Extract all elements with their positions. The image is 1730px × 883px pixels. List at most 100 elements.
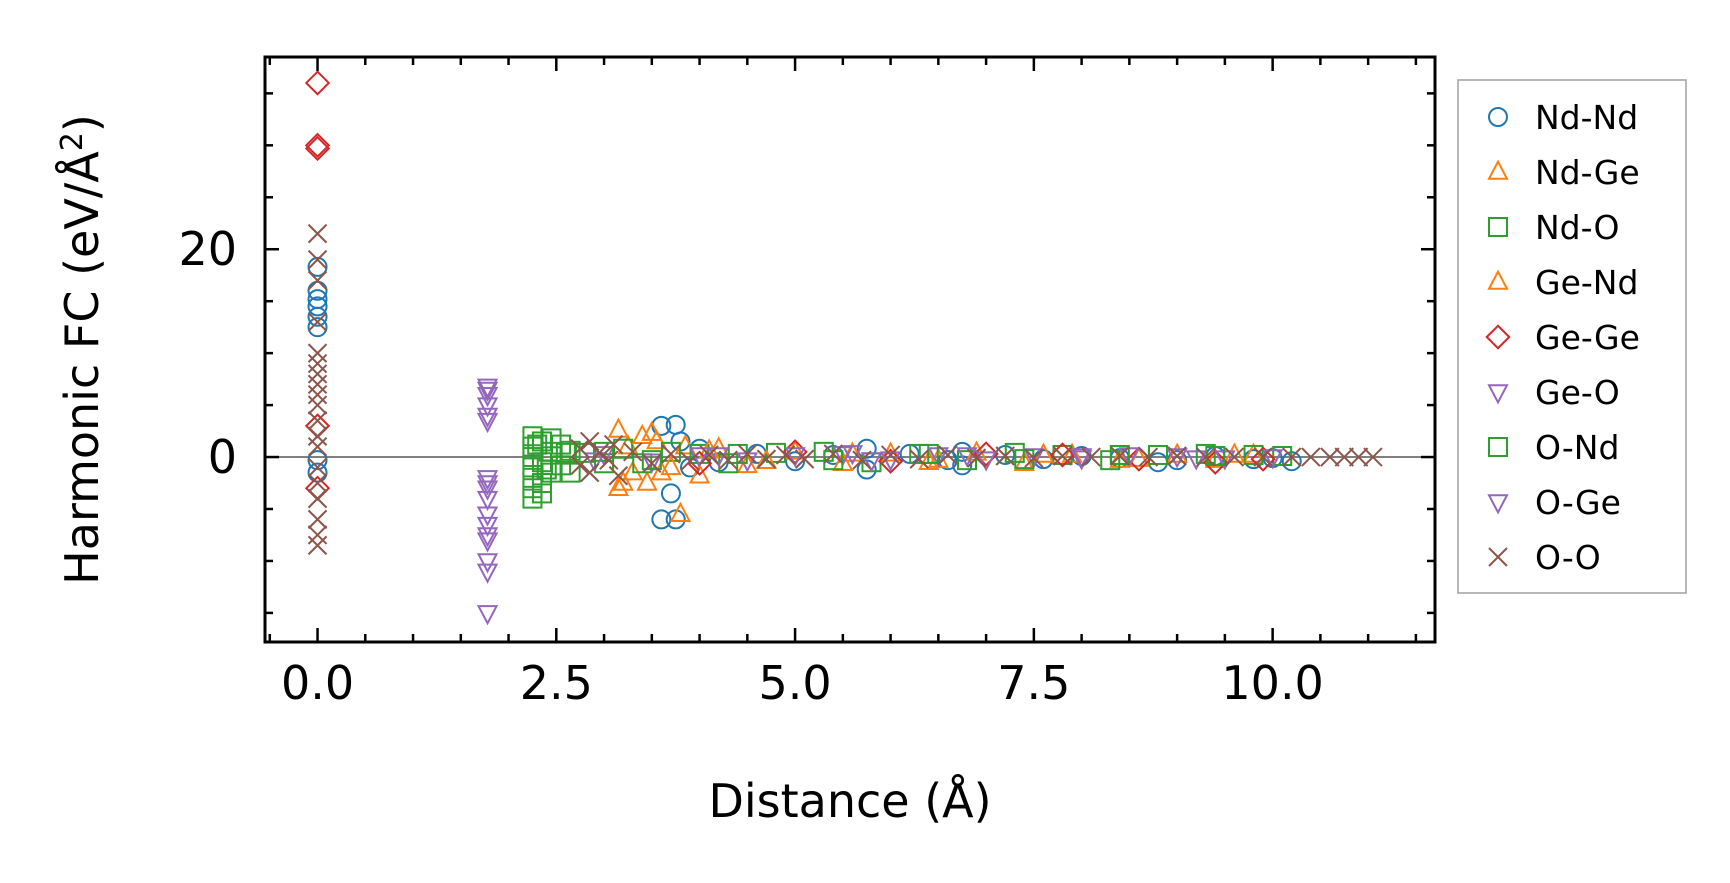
data-point [860,452,883,473]
legend-marker [1485,324,1511,350]
data-point [1196,447,1216,467]
data-point [307,450,328,471]
data-point [688,463,711,484]
data-point [1253,447,1273,467]
data-point [623,442,643,462]
data-point [775,445,796,465]
y-axis-label-main: Harmonic FC (eV/Å [55,151,109,585]
data-point [476,407,499,428]
data-point [660,483,681,504]
data-point [641,453,663,474]
legend-marker [1487,384,1509,405]
legend-marker [1488,107,1508,127]
data-point [570,439,590,459]
data-point [603,434,624,455]
legend-marker [1488,437,1508,457]
data-point [1167,446,1187,466]
data-point [1110,446,1130,466]
data-point [1320,447,1340,467]
data-point [307,249,328,270]
data-point [580,431,600,452]
data-point [794,449,815,469]
legend-marker [1487,269,1509,290]
data-point [784,447,806,468]
data-point [307,256,328,277]
data-point [1081,447,1101,467]
data-point [594,441,615,462]
data-point [1070,448,1093,469]
plot-frame [263,55,1437,644]
legend-label: O-Ge [1535,483,1621,522]
data-point [307,270,328,291]
data-point [612,470,634,491]
data-point [956,447,978,468]
data-point [476,386,499,408]
data-point [909,449,929,469]
data-point [476,527,499,548]
data-point [476,381,499,403]
data-point [580,462,600,483]
data-point [1348,447,1369,467]
data-point [957,450,977,471]
data-point [641,450,662,471]
legend-label: O-Nd [1535,428,1619,467]
legend-marker [1487,494,1509,515]
y-axis-label-tail: ) [55,114,109,132]
data-point [1024,448,1044,468]
data-point [1261,449,1284,470]
legend-label: O-O [1535,538,1601,577]
data-point [651,509,672,530]
data-point [607,417,630,438]
data-point [1363,447,1383,467]
data-point [995,446,1015,466]
data-point [476,470,499,491]
data-point [918,443,939,464]
data-point [841,441,864,462]
y-axis-label-superscript: 2 [55,132,90,151]
data-point [669,501,692,522]
x-tick-label: 0.0 [281,656,354,710]
data-point [476,563,499,584]
data-point [1109,444,1130,465]
data-point [636,470,658,491]
data-point [307,395,328,415]
data-point [570,455,590,476]
y-tick-label: 20 [178,222,237,276]
data-point [708,447,730,468]
data-point [583,452,606,473]
legend-label: Ge-Nd [1535,263,1638,302]
legend-marker [1488,547,1508,567]
data-point [642,453,662,473]
data-point [973,441,999,467]
axis-tick-labels: 0.0 2.5 5.0 7.5 10.0 0 20 [178,222,1323,710]
data-point [560,462,581,483]
data-point [680,451,700,471]
data-point [599,450,619,470]
data-point [856,438,877,459]
data-point [531,483,552,504]
data-point [1250,446,1276,472]
data-point [1052,446,1073,466]
data-point [307,535,328,556]
data-point [304,135,331,162]
data-point [307,525,328,545]
data-point [304,132,331,158]
data-point [613,438,634,459]
x-tick-label: 7.5 [997,656,1070,710]
data-point [622,460,644,481]
x-tick-label: 10.0 [1221,656,1323,710]
data-point [645,428,668,450]
data-point [307,296,328,317]
data-point [1166,448,1188,469]
data-point [650,460,673,481]
data-point [307,312,328,332]
data-point [307,457,328,478]
data-point [852,450,872,470]
data-point [1224,447,1245,467]
data-point [607,475,630,496]
legend-label: Nd-Ge [1535,153,1640,192]
data-point [1138,447,1159,467]
data-point [307,426,328,446]
data-point [718,450,738,470]
data-point [307,353,328,374]
